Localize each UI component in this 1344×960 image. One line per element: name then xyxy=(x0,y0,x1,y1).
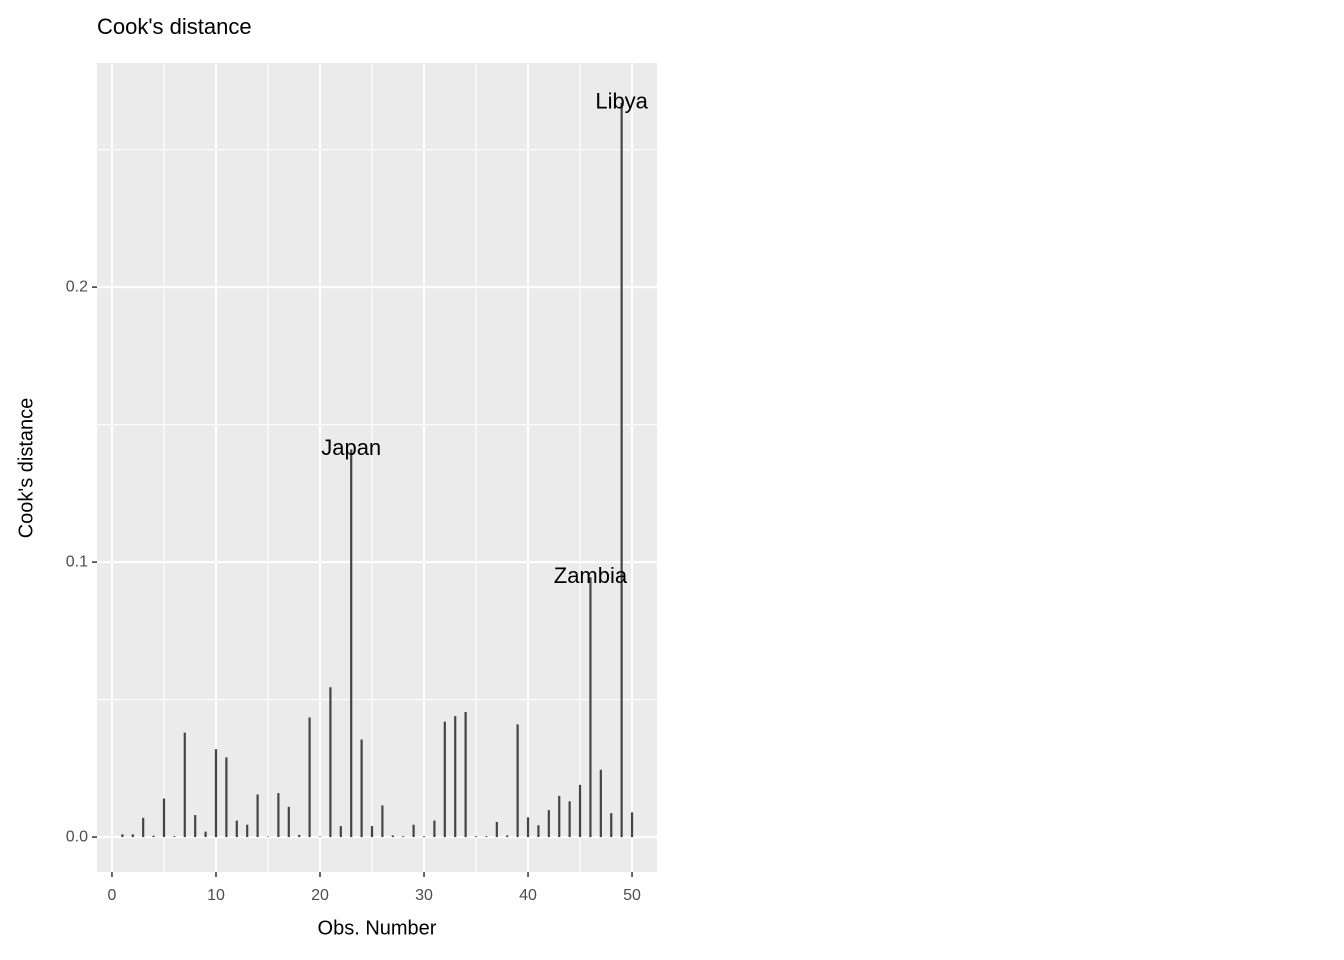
y-tick-label: 0.1 xyxy=(66,553,88,570)
y-tick-label: 0.0 xyxy=(66,828,88,845)
x-tick-label: 10 xyxy=(207,887,225,904)
annotation: Libya xyxy=(595,89,648,114)
annotation: Zambia xyxy=(554,563,628,588)
marks: Japan Zambia Libya xyxy=(121,89,649,838)
panel xyxy=(97,63,657,872)
y-tick-label: 0.2 xyxy=(66,278,88,295)
x-tick-label: 20 xyxy=(311,887,329,904)
x-axis-label: Obs. Number xyxy=(318,917,437,939)
x-tick-label: 0 xyxy=(108,887,117,904)
annotation: Japan xyxy=(321,435,381,460)
x-tick-label: 30 xyxy=(415,887,433,904)
y-axis-label: Cook's distance xyxy=(15,398,37,539)
x-tick-label: 40 xyxy=(519,887,537,904)
chart-title: Cook's distance xyxy=(97,14,252,39)
grid xyxy=(97,63,657,872)
x-tick-label: 50 xyxy=(623,887,641,904)
